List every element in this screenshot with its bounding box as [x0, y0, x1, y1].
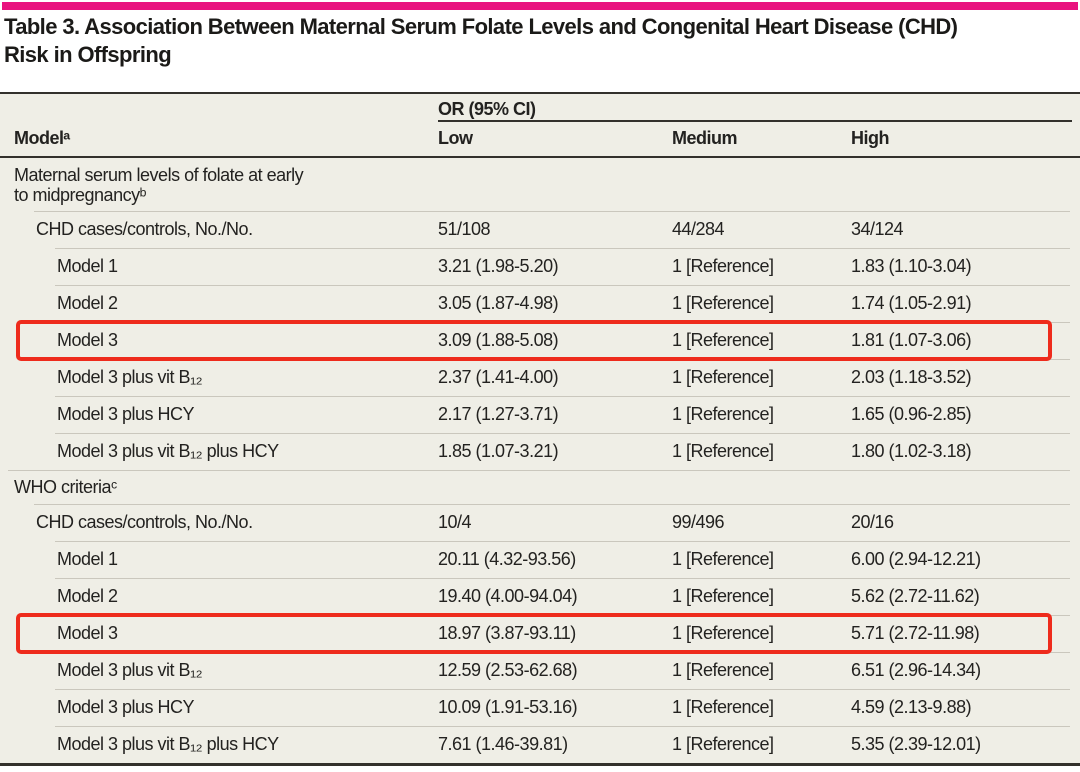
table-row: Model 2 19.40 (4.00-94.04) 1 [Reference] 5.… — [0, 578, 1080, 615]
cell-medium: 1 [Reference] — [672, 404, 774, 424]
cell-medium: 1 [Reference] — [672, 697, 774, 717]
table-title-line1: Table 3. Association Between Maternal Se… — [4, 14, 958, 39]
row-label: Maternal serum levels of folate at early… — [0, 158, 1080, 205]
cell-high: 34/124 — [851, 219, 904, 239]
column-header-high: High — [851, 128, 890, 148]
cell-high: 1.65 (0.96-2.85) — [851, 404, 972, 424]
table-row: Model 1 20.11 (4.32-93.56) 1 [Reference] 6.… — [0, 541, 1080, 578]
cell-high: 1.80 (1.02-3.18) — [851, 441, 972, 461]
cell-low: 1.85 (1.07-3.21) — [438, 441, 559, 461]
cell-low: 3.09 (1.88-5.08) — [438, 330, 559, 350]
cell-high: 6.51 (2.96-14.34) — [851, 660, 981, 680]
row-label: CHD cases/controls, No./No. — [36, 512, 253, 532]
data-table: OR (95% CI) Modelᵃ Low Medium High Mater… — [0, 92, 1080, 766]
cell-high: 1.81 (1.07-3.06) — [851, 330, 972, 350]
cell-high: 1.74 (1.05-2.91) — [851, 293, 972, 313]
cell-high: 2.03 (1.18-3.52) — [851, 367, 972, 387]
cell-medium: 1 [Reference] — [672, 330, 774, 350]
table-title: Table 3. Association Between Maternal Se… — [4, 13, 958, 69]
section-header-row: Maternal serum levels of folate at early… — [0, 158, 1080, 211]
cell-medium: 1 [Reference] — [672, 586, 774, 606]
cell-low: 2.17 (1.27-3.71) — [438, 404, 559, 424]
cell-medium: 1 [Reference] — [672, 734, 774, 754]
row-label: Model 1 — [57, 549, 118, 569]
cell-low: 18.97 (3.87-93.11) — [438, 623, 576, 643]
row-label: Model 3 plus vit B₁₂ — [57, 367, 203, 387]
cell-medium: 1 [Reference] — [672, 256, 774, 276]
cell-high: 5.71 (2.72-11.98) — [851, 623, 980, 643]
row-label: Model 3 plus vit B₁₂ — [57, 660, 203, 680]
table-row: Model 3 plus vit B₁₂ plus HCY 1.85 (1.07-… — [0, 433, 1080, 470]
section-header-row: WHO criteriaᶜ — [0, 470, 1080, 504]
cell-low: 3.21 (1.98-5.20) — [438, 256, 559, 276]
table-row: CHD cases/controls, No./No. 10/4 99/496 20/… — [0, 504, 1080, 541]
column-header-model: Modelᵃ — [14, 128, 70, 148]
or-spanner-label: OR (95% CI) — [438, 99, 536, 119]
table-body: Maternal serum levels of folate at early… — [0, 158, 1080, 763]
table-row: Model 3 18.97 (3.87-93.11) 1 [Reference] 5.… — [0, 613, 1080, 654]
cell-low: 12.59 (2.53-62.68) — [438, 660, 578, 680]
row-label: WHO criteriaᶜ — [14, 477, 117, 497]
row-label: Model 3 plus HCY — [57, 697, 195, 717]
cell-high: 5.62 (2.72-11.62) — [851, 586, 980, 606]
cell-high: 6.00 (2.94-12.21) — [851, 549, 981, 569]
cell-medium: 44/284 — [672, 219, 725, 239]
row-label: Model 3 plus vit B₁₂ plus HCY — [57, 441, 279, 461]
cell-medium: 1 [Reference] — [672, 660, 774, 680]
table-row: Model 3 plus vit B₁₂ 12.59 (2.53-62.68) 1 … — [0, 652, 1080, 689]
row-label: CHD cases/controls, No./No. — [36, 219, 253, 239]
cell-high: 5.35 (2.39-12.01) — [851, 734, 981, 754]
row-label: Model 3 plus vit B₁₂ plus HCY — [57, 734, 279, 754]
cell-low: 7.61 (1.46-39.81) — [438, 734, 568, 754]
table-title-line2: Risk in Offspring — [4, 42, 172, 67]
table-header: OR (95% CI) Modelᵃ Low Medium High — [0, 94, 1080, 158]
cell-low: 51/108 — [438, 219, 491, 239]
row-label: Model 2 — [57, 293, 118, 313]
cell-low: 19.40 (4.00-94.04) — [438, 586, 578, 606]
table-row: Model 3 plus HCY 10.09 (1.91-53.16) 1 [Ref… — [0, 689, 1080, 726]
table-row: Model 3 plus vit B₁₂ 2.37 (1.41-4.00) 1 [R… — [0, 359, 1080, 396]
table-row: Model 3 plus vit B₁₂ plus HCY 7.61 (1.46-… — [0, 726, 1080, 763]
row-label-line1: Maternal serum levels of folate at early — [14, 165, 304, 185]
table-row: Model 3 3.09 (1.88-5.08) 1 [Reference] 1.81… — [0, 320, 1080, 361]
cell-low: 20.11 (4.32-93.56) — [438, 549, 576, 569]
cell-medium: 1 [Reference] — [672, 441, 774, 461]
cell-medium: 1 [Reference] — [672, 293, 774, 313]
cell-medium: 1 [Reference] — [672, 549, 774, 569]
row-label: Model 3 — [57, 330, 118, 350]
cell-low: 10.09 (1.91-53.16) — [438, 697, 578, 717]
table-row: Model 3 plus HCY 2.17 (1.27-3.71) 1 [Refer… — [0, 396, 1080, 433]
cell-low: 10/4 — [438, 512, 472, 532]
cell-high: 20/16 — [851, 512, 894, 532]
row-label-line2: to midpregnancyᵇ — [14, 185, 146, 205]
row-label: Model 3 — [57, 623, 118, 643]
cell-medium: 99/496 — [672, 512, 725, 532]
cell-medium: 1 [Reference] — [672, 623, 774, 643]
cell-medium: 1 [Reference] — [672, 367, 774, 387]
accent-bar — [2, 2, 1078, 10]
or-spanner-underline — [438, 120, 1072, 122]
table-row: Model 1 3.21 (1.98-5.20) 1 [Reference] 1.83… — [0, 248, 1080, 285]
column-header-medium: Medium — [672, 128, 738, 148]
cell-high: 4.59 (2.13-9.88) — [851, 697, 972, 717]
table-row: CHD cases/controls, No./No. 51/108 44/284 3… — [0, 211, 1080, 248]
cell-low: 3.05 (1.87-4.98) — [438, 293, 559, 313]
row-label: Model 1 — [57, 256, 118, 276]
cell-low: 2.37 (1.41-4.00) — [438, 367, 559, 387]
column-header-low: Low — [438, 128, 473, 148]
row-label: Model 2 — [57, 586, 118, 606]
cell-high: 1.83 (1.10-3.04) — [851, 256, 972, 276]
table-row: Model 2 3.05 (1.87-4.98) 1 [Reference] 1.74… — [0, 285, 1080, 322]
row-label: Model 3 plus HCY — [57, 404, 195, 424]
